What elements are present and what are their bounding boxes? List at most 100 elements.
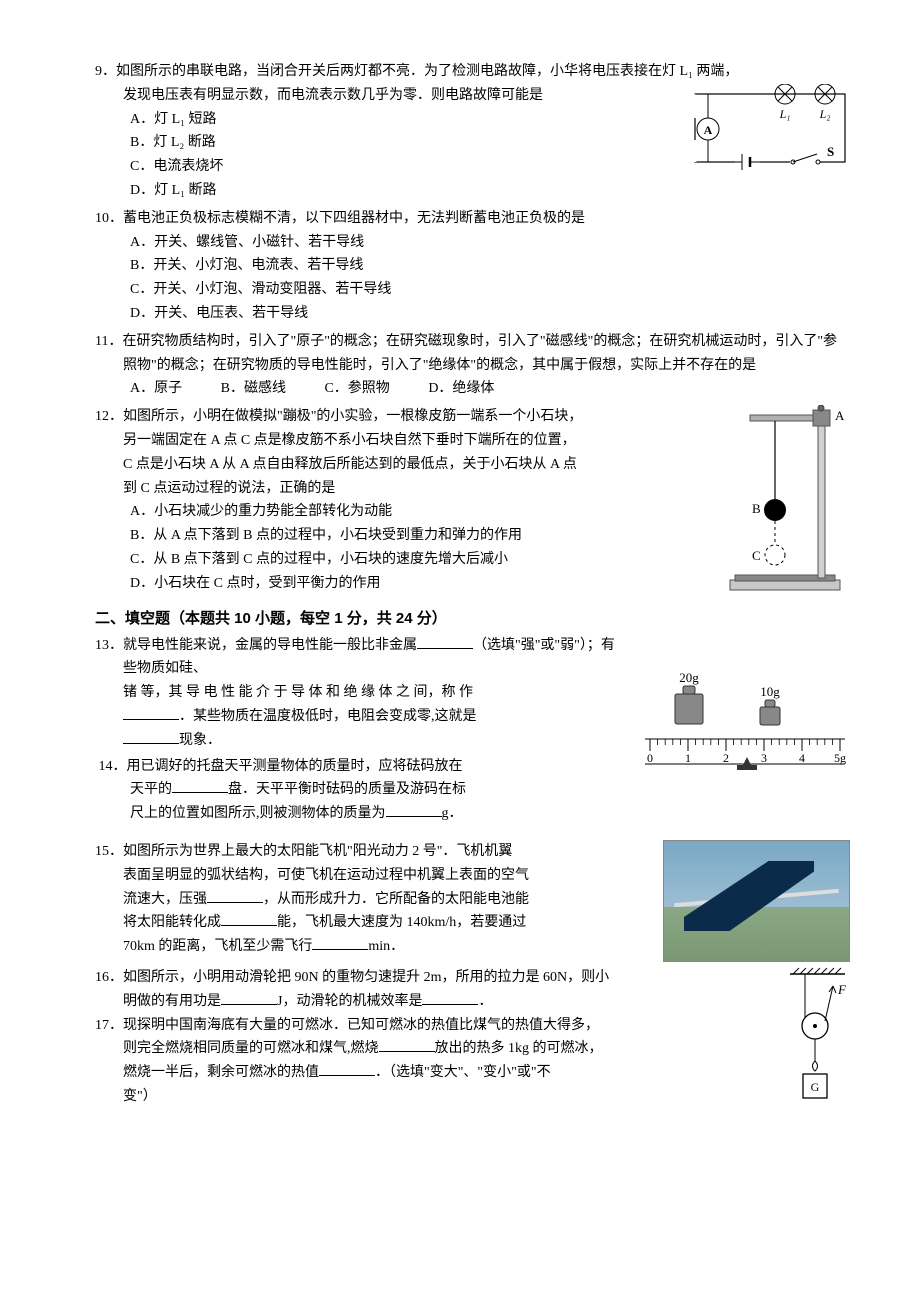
scale-0: 0 — [647, 751, 653, 765]
label-10g: 10g — [760, 684, 780, 699]
q16-p3: J，动滑轮的机械效率是 — [277, 994, 422, 1009]
question-17: 17．现探明中国南海底有大量的可燃冰．已知可燃冰的热值比煤气的热值大得多， 则完… — [95, 1014, 850, 1109]
q13-num: 13． — [95, 638, 123, 653]
q14-p3: 盘．天平平衡时砝码的质量及游码在标 — [228, 782, 466, 797]
q13-p4: 现象． — [179, 733, 221, 748]
q9-option-D: D．灯 L₁ 断路 — [130, 179, 850, 203]
q11-option-C: C．参照物 — [324, 377, 389, 401]
question-16-17-block: F G 16．如图所示，小明用动滑轮把 90N 的重物匀速提升 2m，所用的拉力… — [95, 966, 850, 1116]
q16-p2: 明做的有用功是 — [123, 994, 221, 1009]
question-11: 11．在研究物质结构时，引入了"原子"的概念；在研究磁现象时，引入了"磁感线"的… — [95, 330, 850, 401]
q16-p4: ． — [478, 994, 492, 1009]
q14-line3: 尺上的位置如图所示,则被测物体的质量为 g． — [95, 802, 850, 826]
q14-p4: 尺上的位置如图所示,则被测物体的质量为 — [130, 806, 386, 821]
label-20g: 20g — [679, 670, 699, 685]
q11-option-A: A．原子 — [130, 377, 182, 401]
q10-stem: 10．蓄电池正负极标志模糊不清，以下四组器材中，无法判断蓄电池正负极的是 — [95, 207, 850, 231]
q15-blank-3 — [312, 935, 368, 950]
q17-p5: ．（选填"变大"、"变小"或"不 — [375, 1065, 551, 1080]
q17-p2: 则完全燃烧相同质量的可燃冰和煤气,燃烧 — [123, 1041, 379, 1056]
question-12: A B C 12．如图所示，小明在做模拟"蹦极"的小实验，一根橡皮筋一端系一个小… — [95, 405, 850, 600]
q14-figure: 20g 10g 0 1 2 3 — [635, 669, 850, 784]
q12-stem1-text: 如图所示，小明在做模拟"蹦极"的小实验，一根橡皮筋一端系一个小石块， — [123, 409, 582, 424]
scale-2: 2 — [723, 751, 729, 765]
q15-p1: 如图所示为世界上最大的太阳能飞机"阳光动力 2 号"．飞机机翼 — [123, 844, 512, 859]
q16-blank-1 — [221, 990, 277, 1005]
q17-line1: 17．现探明中国南海底有大量的可燃冰．已知可燃冰的热值比煤气的热值大得多， — [95, 1014, 850, 1038]
label-L1: L₁ — [779, 107, 791, 121]
q15-p8: min． — [368, 939, 404, 954]
q15-p4: ，从而形成升力．它所配备的太阳能电池能 — [263, 892, 529, 907]
q14-p2: 天平的 — [130, 782, 172, 797]
q11-num: 11． — [95, 334, 122, 349]
q13-p3: ．某些物质在温度极低时，电阻会变成零,这就是 — [179, 709, 477, 724]
q10-option-D: D．开关、电压表、若干导线 — [130, 302, 850, 326]
q16-num: 16． — [95, 970, 123, 985]
q11-option-B: B．磁感线 — [221, 377, 286, 401]
q13-p1: 就导电性能来说，金属的导电性能一般比非金属 — [123, 638, 417, 653]
q16-blank-2 — [422, 990, 478, 1005]
q10-option-C: C．开关、小灯泡、滑动变阻器、若干导线 — [130, 278, 850, 302]
q14-p5: g． — [442, 806, 463, 821]
q13-p2: 锗 等，其 导 电 性 能 介 于 导 体 和 绝 缘 体 之 间，称 作 — [123, 685, 473, 700]
label-B: B — [752, 501, 761, 516]
q11-option-D: D．绝缘体 — [428, 377, 494, 401]
q13-blank-3 — [123, 729, 179, 744]
q17-num: 17． — [95, 1018, 123, 1033]
q14-num: 14． — [99, 759, 127, 774]
q17-blank-2 — [319, 1061, 375, 1076]
label-A: A — [835, 408, 845, 423]
label-A: A — [704, 123, 713, 137]
q17-line4: 变"） — [95, 1085, 850, 1109]
label-L2: L₂ — [819, 107, 831, 121]
q15-p7: 70km 的距离，飞机至少需飞行 — [123, 939, 312, 954]
q15-p6: 能，飞机最大速度为 140km/h，若要通过 — [277, 915, 526, 930]
scale-1: 1 — [685, 751, 691, 765]
question-9: 9．如图所示的串联电路，当闭合开关后两灯都不亮．为了检测电路故障，小华将电压表接… — [95, 60, 850, 203]
q9-num: 9． — [95, 64, 116, 79]
q9-stem1-text: 如图所示的串联电路，当闭合开关后两灯都不亮．为了检测电路故障，小华将电压表接在灯… — [116, 64, 738, 79]
q15-blank-1 — [207, 888, 263, 903]
q10-stem-text: 蓄电池正负极标志模糊不清，以下四组器材中，无法判断蓄电池正负极的是 — [123, 211, 585, 226]
question-15: 15．如图所示为世界上最大的太阳能飞机"阳光动力 2 号"．飞机机翼 表面呈明显… — [95, 840, 850, 962]
label-S: S — [827, 144, 834, 159]
q12-figure: A B C — [720, 405, 850, 600]
q9-figure: L₁ L₂ A S — [690, 84, 850, 179]
q17-p1: 现探明中国南海底有大量的可燃冰．已知可燃冰的热值比煤气的热值大得多， — [123, 1018, 599, 1033]
q13-blank-2 — [123, 705, 179, 720]
q15-num: 15． — [95, 844, 123, 859]
q12-num: 12． — [95, 409, 123, 424]
q15-p3: 流速大，压强 — [123, 892, 207, 907]
q14-blank-1 — [172, 778, 228, 793]
q13-blank-1 — [417, 634, 473, 649]
q16-line2: 明做的有用功是 J，动滑轮的机械效率是 ． — [95, 990, 850, 1014]
scale-5: 5g — [834, 751, 846, 765]
q9-stem-line1: 9．如图所示的串联电路，当闭合开关后两灯都不亮．为了检测电路故障，小华将电压表接… — [95, 60, 850, 84]
q17-blank-1 — [379, 1037, 435, 1052]
scale-3: 3 — [761, 751, 767, 765]
question-16: 16．如图所示，小明用动滑轮把 90N 的重物匀速提升 2m，所用的拉力是 60… — [95, 966, 850, 1014]
q11-stem-text: 在研究物质结构时，引入了"原子"的概念；在研究磁现象时，引入了"磁感线"的概念；… — [122, 334, 837, 373]
q15-figure — [663, 840, 850, 962]
q14-p1: 用已调好的托盘天平测量物体的质量时，应将砝码放在 — [127, 759, 463, 774]
label-C: C — [752, 548, 761, 563]
q15-p5: 将太阳能转化成 — [123, 915, 221, 930]
q17-p4: 燃烧一半后，剩余可燃冰的热值 — [123, 1065, 319, 1080]
q10-option-B: B．开关、小灯泡、电流表、若干导线 — [130, 254, 850, 278]
label-G: G — [811, 1080, 820, 1094]
q11-stem: 11．在研究物质结构时，引入了"原子"的概念；在研究磁现象时，引入了"磁感线"的… — [95, 330, 850, 378]
q17-line2: 则完全燃烧相同质量的可燃冰和煤气,燃烧 放出的热多 1kg 的可燃冰， — [95, 1037, 850, 1061]
q10-num: 10． — [95, 211, 123, 226]
section-2-header: 二、填空题（本题共 10 小题，每空 1 分，共 24 分） — [95, 606, 850, 632]
q10-options: A．开关、螺线管、小磁针、若干导线 B．开关、小灯泡、电流表、若干导线 C．开关… — [95, 231, 850, 326]
q17-line3: 燃烧一半后，剩余可燃冰的热值 ．（选填"变大"、"变小"或"不 — [95, 1061, 850, 1085]
q11-options: A．原子 B．磁感线 C．参照物 D．绝缘体 — [95, 377, 850, 401]
q14-blank-2 — [386, 802, 442, 817]
question-10: 10．蓄电池正负极标志模糊不清，以下四组器材中，无法判断蓄电池正负极的是 A．开… — [95, 207, 850, 326]
label-F: F — [837, 982, 847, 997]
q17-p3: 放出的热多 1kg 的可燃冰， — [435, 1041, 603, 1056]
q16-figure: F G — [785, 966, 850, 1116]
q15-blank-2 — [221, 911, 277, 926]
scale-4: 4 — [799, 751, 805, 765]
q10-option-A: A．开关、螺线管、小磁针、若干导线 — [130, 231, 850, 255]
